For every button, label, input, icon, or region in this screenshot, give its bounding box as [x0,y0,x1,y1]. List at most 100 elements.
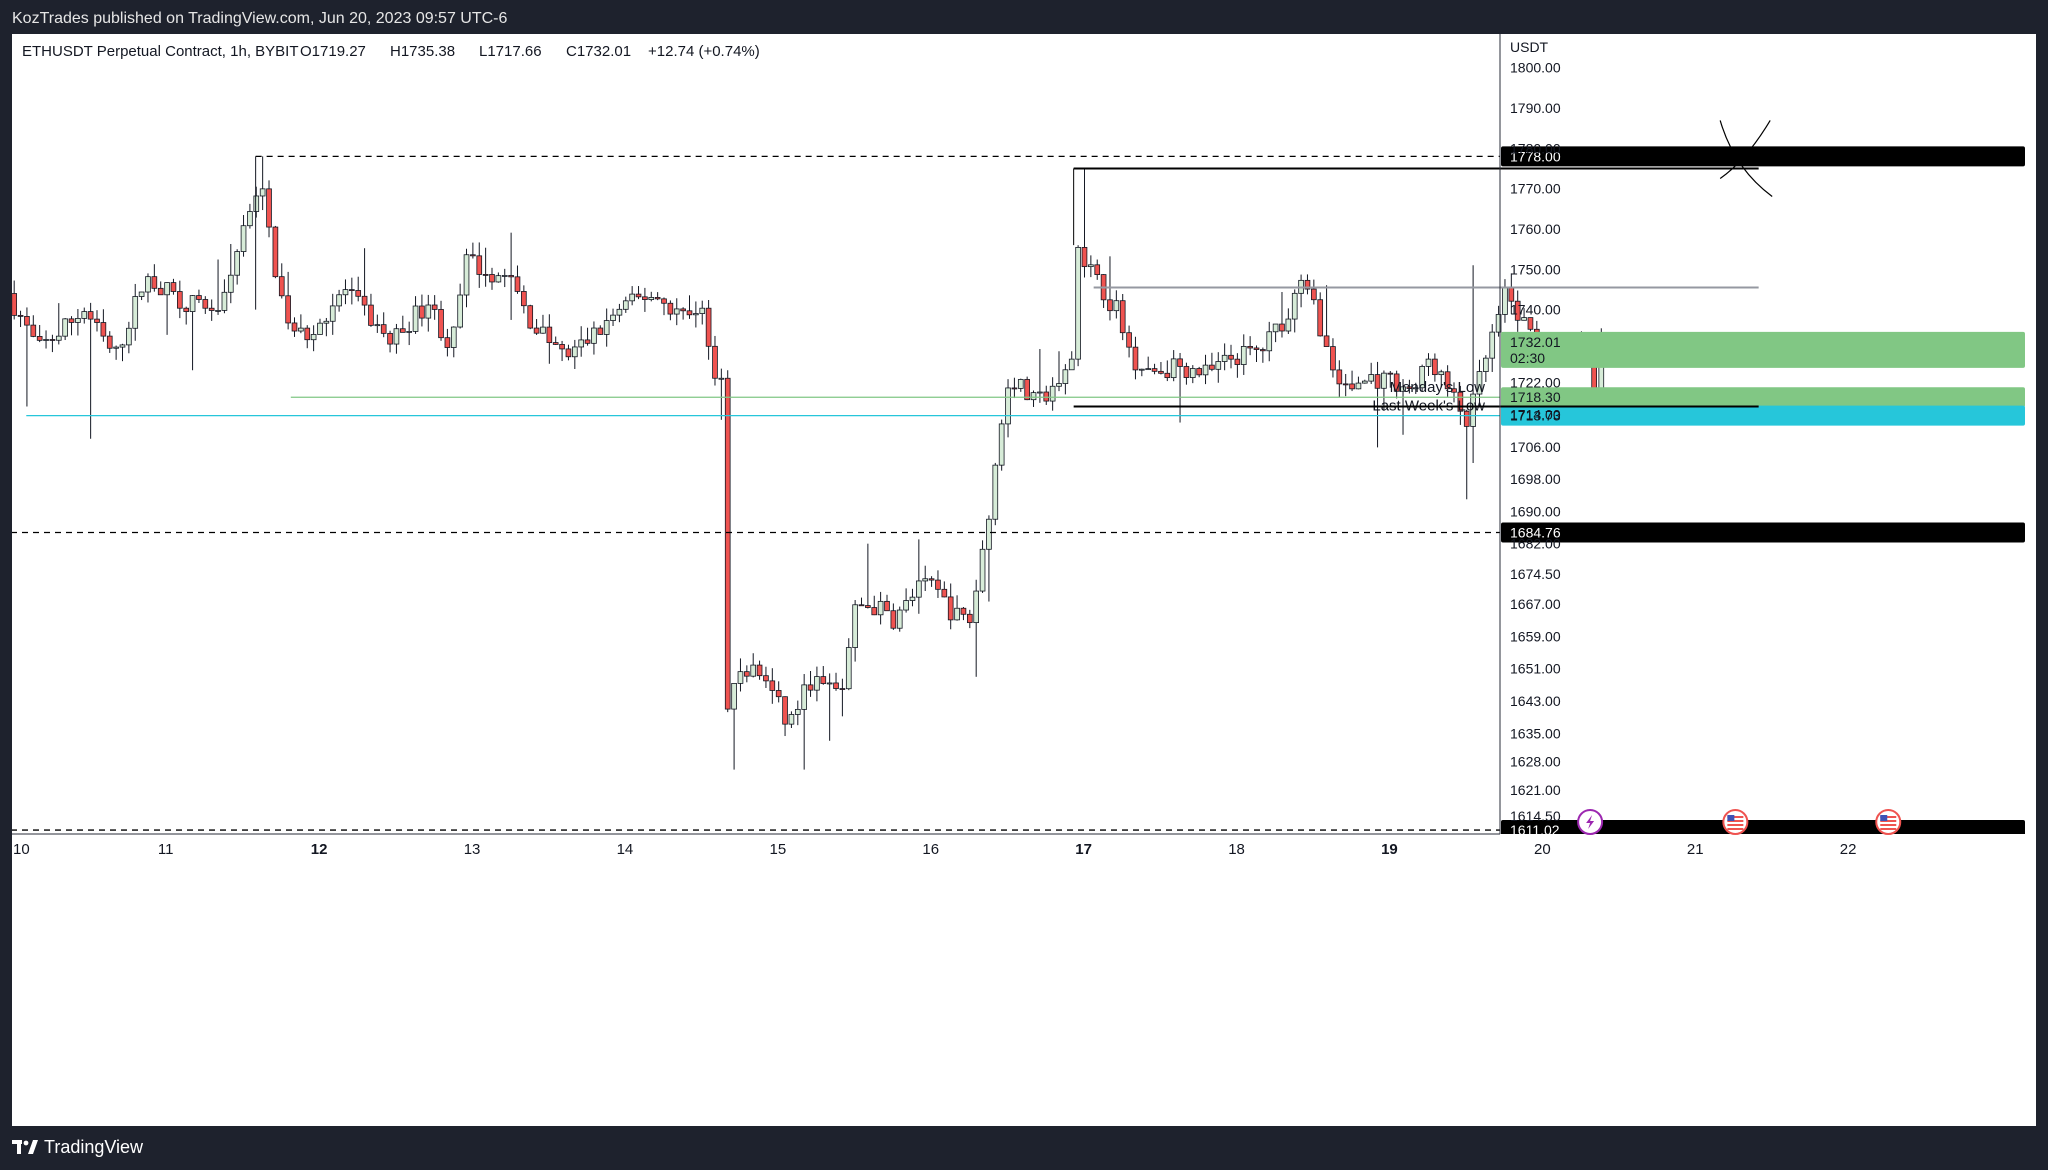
candle-down[interactable] [380,312,387,338]
candle-down[interactable] [1234,353,1241,378]
candle-up[interactable] [801,674,807,770]
candle-up[interactable] [852,600,858,662]
candle-down[interactable] [1527,317,1534,332]
candle-down[interactable] [278,263,285,299]
candle-down[interactable] [1126,325,1132,358]
candle-up[interactable] [1202,354,1209,385]
candle-up[interactable] [788,711,795,728]
candle-up[interactable] [673,298,680,326]
candle-down[interactable] [724,370,731,713]
candle-down[interactable] [1514,290,1521,332]
candle-down[interactable] [559,340,565,362]
candle-up[interactable] [329,293,336,335]
candle-down[interactable] [1444,365,1451,397]
flash-event-icon[interactable] [1577,809,1604,835]
candle-up[interactable] [1049,377,1056,411]
candle-up[interactable] [310,325,317,352]
candle-down[interactable] [87,302,94,439]
candle-down[interactable] [1279,292,1285,338]
candle-down[interactable] [208,299,215,321]
candle-up[interactable] [571,339,578,369]
candle-down[interactable] [552,336,559,345]
candle-down[interactable] [1317,292,1324,337]
candle-up[interactable] [336,289,342,312]
candle-up[interactable] [1521,308,1527,321]
candle-up[interactable] [718,368,725,420]
candle-up[interactable] [215,259,221,315]
candle-up[interactable] [992,462,999,526]
candle-down[interactable] [756,660,763,680]
candle-up[interactable] [979,540,986,593]
candle-up[interactable] [247,203,253,229]
candle-down[interactable] [94,310,100,332]
candle-down[interactable] [170,278,177,295]
candle-down[interactable] [1151,363,1158,375]
candle-down[interactable] [438,300,444,341]
candle-up[interactable] [145,273,151,303]
candle-down[interactable] [151,264,158,292]
candle-up[interactable] [616,303,623,323]
candle-down[interactable] [533,319,540,335]
us-flag-event-icon[interactable] [1722,809,1749,835]
candle-up[interactable] [1062,364,1069,395]
candle-down[interactable] [712,335,718,386]
candle-up[interactable] [457,283,463,329]
candle-up[interactable] [1266,321,1273,362]
candle-down[interactable] [514,265,521,294]
candle-down[interactable] [285,271,291,330]
candle-down[interactable] [1100,274,1107,308]
candle-up[interactable] [342,279,349,305]
candle-up[interactable] [1425,353,1432,376]
candle-up[interactable] [922,565,929,592]
candle-up[interactable] [495,272,502,283]
candle-up[interactable] [998,419,1005,471]
candle-down[interactable] [196,289,202,303]
candle-down[interactable] [769,668,776,704]
candle-down[interactable] [100,309,107,342]
x-mark-stroke-a[interactable] [1719,120,1773,197]
candle-up[interactable] [298,314,304,334]
candle-up[interactable] [164,282,170,335]
candle-down[interactable] [482,247,489,287]
candle-up[interactable] [986,515,992,602]
candle-up[interactable] [1189,365,1196,384]
candle-down[interactable] [470,242,476,259]
candle-down[interactable] [30,315,37,338]
candle-up[interactable] [317,318,323,335]
candle-down[interactable] [266,180,272,238]
candle-up[interactable] [737,658,744,692]
candle-up[interactable] [253,186,260,218]
candle-down[interactable] [291,317,298,337]
candle-up[interactable] [1355,376,1362,390]
candle-down[interactable] [565,344,572,361]
candle-down[interactable] [680,307,686,320]
candle-up[interactable] [814,666,820,702]
candle-up[interactable] [629,286,635,306]
candle-down[interactable] [1342,373,1349,397]
candle-up[interactable] [1489,324,1496,372]
candle-down[interactable] [1247,336,1253,356]
candle-down[interactable] [431,295,438,320]
candle-down[interactable] [1323,285,1330,347]
candle-down[interactable] [833,672,839,691]
candle-down[interactable] [1043,385,1050,405]
candle-up[interactable] [954,595,960,621]
candle-up[interactable] [406,321,412,346]
candle-down[interactable] [489,267,495,290]
candle-up[interactable] [731,683,737,770]
candle-down[interactable] [1119,294,1126,341]
candle-down[interactable] [546,314,553,364]
candle-up[interactable] [425,294,432,332]
candle-up[interactable] [909,588,916,607]
candle-down[interactable] [183,306,190,325]
candle-up[interactable] [693,301,699,328]
candle-down[interactable] [966,609,973,629]
candle-down[interactable] [1228,344,1234,369]
candle-down[interactable] [584,327,591,346]
candle-down[interactable] [387,330,393,353]
candle-down[interactable] [1196,366,1202,378]
candle-up[interactable] [973,579,980,677]
candle-up[interactable] [323,317,330,337]
candle-up[interactable] [1240,334,1247,375]
candle-up[interactable] [1005,379,1011,438]
